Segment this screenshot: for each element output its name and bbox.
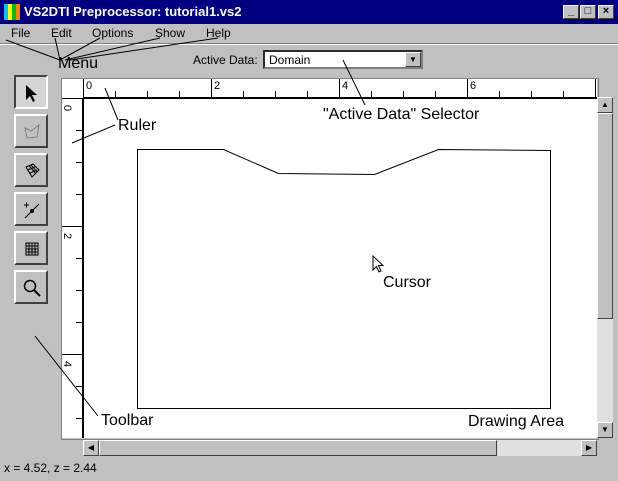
menu-show[interactable]: Show	[155, 26, 186, 40]
menu-help[interactable]: Help	[206, 26, 231, 40]
ruler-label-z0: 0	[61, 104, 74, 112]
ruler-label-x6: 6	[470, 80, 477, 92]
vertical-scrollbar[interactable]: ▲ ▼	[597, 97, 613, 438]
mouse-cursor-icon	[372, 254, 385, 273]
pointer-tool-button[interactable]	[14, 75, 48, 109]
menu-options[interactable]: Options	[92, 26, 134, 40]
active-data-value: Domain	[269, 53, 311, 67]
domain-polygon	[137, 148, 551, 409]
scroll-down-button[interactable]: ▼	[597, 422, 613, 438]
status-bar-coordinates: x = 4.52, z = 2.44	[4, 461, 97, 475]
ruler-label-x0: 0	[86, 80, 93, 92]
polygon-icon	[24, 123, 40, 139]
dropdown-arrow-icon[interactable]: ▼	[405, 52, 421, 67]
app-icon	[4, 4, 20, 20]
close-button[interactable]: ×	[598, 5, 614, 19]
ruler-corner	[62, 79, 83, 98]
maximize-button[interactable]: □	[580, 5, 596, 19]
annotation-drawing-area: Drawing Area	[468, 413, 565, 430]
menu-file[interactable]: File	[11, 26, 31, 40]
annotation-ruler: Ruler	[118, 117, 157, 134]
mesh-tool-button[interactable]	[14, 153, 48, 187]
toolbar	[12, 75, 50, 307]
drawing-area[interactable]	[83, 98, 597, 438]
arrow-pointer-icon	[26, 85, 37, 102]
menu-divider	[0, 43, 618, 45]
point-line-icon	[24, 202, 40, 219]
horizontal-ruler: 0 2 4 6	[83, 79, 597, 98]
title-bar	[0, 0, 618, 24]
grid-icon	[25, 242, 39, 256]
scroll-up-button[interactable]: ▲	[597, 97, 613, 113]
vertical-ruler: 0 2 4	[61, 98, 83, 438]
menu-edit[interactable]: Edit	[51, 26, 72, 40]
vertical-scroll-thumb[interactable]	[597, 113, 613, 319]
scroll-left-button[interactable]: ◀	[83, 440, 99, 456]
magnifier-icon	[23, 279, 41, 297]
annotation-selector: "Active Data" Selector	[323, 106, 480, 123]
horizontal-scroll-thumb[interactable]	[99, 440, 497, 456]
scroll-right-button[interactable]: ▶	[581, 440, 597, 456]
horizontal-scrollbar[interactable]: ◀ ▶	[83, 440, 597, 456]
active-data-label: Active Data:	[193, 53, 258, 67]
ruler-label-z4: 4	[61, 360, 74, 368]
minimize-button[interactable]: _	[563, 5, 579, 19]
polygon-tool-button[interactable]	[14, 114, 48, 148]
ruler-label-x4: 4	[342, 80, 349, 92]
annotation-cursor: Cursor	[383, 274, 432, 291]
annotation-toolbar: Toolbar	[101, 412, 154, 429]
grid-tool-button[interactable]	[14, 231, 48, 265]
zoom-tool-button[interactable]	[14, 270, 48, 304]
mesh-icon	[25, 163, 40, 178]
point-line-tool-button[interactable]	[14, 192, 48, 226]
annotation-menu: Menu	[58, 55, 99, 72]
window-title: VS2DTI Preprocessor: tutorial1.vs2	[24, 4, 242, 19]
ruler-label-x2: 2	[214, 80, 221, 92]
active-data-select[interactable]: Domain ▼	[263, 50, 423, 69]
ruler-label-z2: 2	[61, 232, 74, 240]
